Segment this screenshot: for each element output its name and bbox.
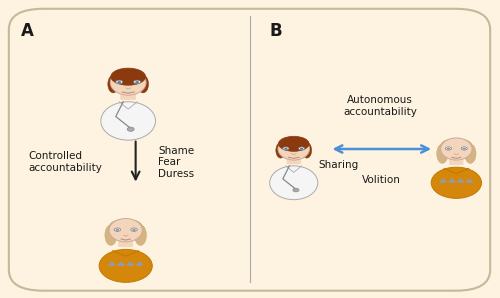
Circle shape	[127, 127, 134, 131]
Polygon shape	[118, 262, 124, 265]
Ellipse shape	[298, 147, 304, 150]
Polygon shape	[136, 262, 143, 265]
Circle shape	[446, 148, 450, 150]
Ellipse shape	[99, 249, 152, 282]
Circle shape	[135, 81, 139, 83]
Circle shape	[116, 229, 119, 231]
Ellipse shape	[108, 75, 118, 93]
Ellipse shape	[138, 75, 148, 93]
Ellipse shape	[110, 70, 146, 95]
Circle shape	[284, 148, 288, 150]
Polygon shape	[108, 262, 115, 265]
Polygon shape	[440, 179, 446, 182]
Polygon shape	[449, 179, 455, 182]
Ellipse shape	[431, 167, 482, 198]
FancyBboxPatch shape	[9, 9, 490, 291]
Ellipse shape	[441, 139, 472, 152]
Ellipse shape	[110, 219, 142, 233]
Ellipse shape	[446, 147, 452, 150]
Circle shape	[132, 229, 136, 231]
Ellipse shape	[440, 138, 472, 160]
FancyBboxPatch shape	[118, 235, 132, 247]
Ellipse shape	[101, 102, 156, 140]
Text: A: A	[22, 22, 34, 40]
Ellipse shape	[114, 228, 120, 231]
Ellipse shape	[134, 225, 146, 246]
Ellipse shape	[105, 225, 117, 246]
Ellipse shape	[270, 166, 318, 200]
Ellipse shape	[116, 80, 122, 84]
Circle shape	[293, 188, 299, 192]
FancyBboxPatch shape	[287, 153, 300, 164]
Polygon shape	[127, 262, 134, 265]
Ellipse shape	[111, 68, 146, 85]
Ellipse shape	[464, 144, 476, 163]
Polygon shape	[458, 179, 464, 182]
Ellipse shape	[278, 138, 310, 160]
Ellipse shape	[436, 144, 448, 163]
Polygon shape	[466, 179, 472, 182]
Text: Controlled
accountability: Controlled accountability	[28, 151, 102, 173]
Text: Shame
Fear
Duress: Shame Fear Duress	[158, 146, 194, 179]
Ellipse shape	[283, 147, 289, 150]
Text: Autonomous
accountability: Autonomous accountability	[344, 95, 417, 117]
Circle shape	[300, 148, 304, 150]
Ellipse shape	[276, 142, 285, 158]
Ellipse shape	[302, 142, 312, 158]
Ellipse shape	[131, 228, 138, 231]
FancyBboxPatch shape	[120, 87, 136, 100]
Ellipse shape	[278, 136, 309, 151]
FancyBboxPatch shape	[450, 153, 463, 165]
Text: B: B	[270, 22, 282, 40]
Circle shape	[462, 148, 466, 150]
Circle shape	[117, 81, 121, 83]
Ellipse shape	[109, 218, 142, 242]
Text: Volition: Volition	[362, 175, 401, 185]
Text: Sharing: Sharing	[318, 160, 359, 170]
Ellipse shape	[461, 147, 468, 150]
Ellipse shape	[134, 80, 140, 84]
